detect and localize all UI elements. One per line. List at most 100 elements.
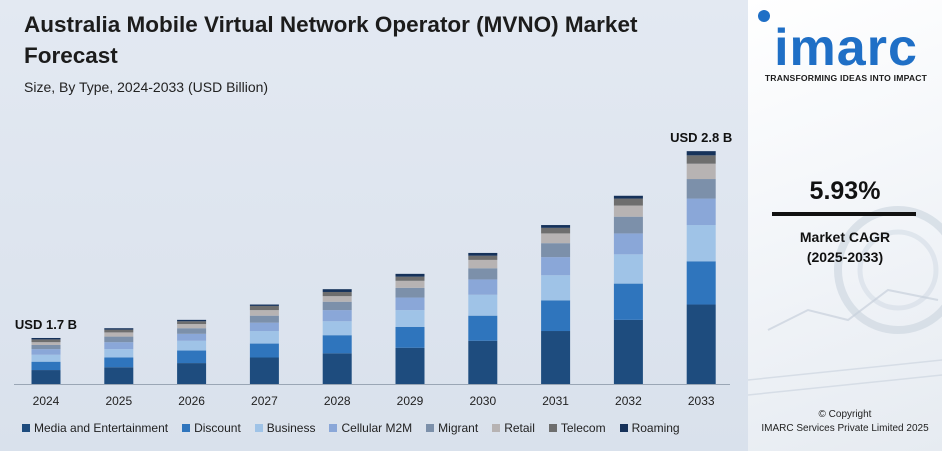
bar-segment	[104, 332, 134, 337]
legend-swatch	[22, 424, 30, 432]
legend-item: Media and Entertainment	[22, 421, 168, 435]
legend-swatch	[492, 424, 501, 432]
x-tick-label: 2029	[397, 394, 424, 408]
bar-segment	[177, 363, 207, 384]
bar-segment	[249, 322, 279, 332]
legend-label: Business	[266, 421, 316, 435]
copyright-line2: IMARC Services Private Limited 2025	[761, 423, 929, 434]
chart-title: Australia Mobile Virtual Network Operato…	[24, 12, 638, 68]
bar-segment	[395, 310, 425, 327]
legend-label: Roaming	[631, 421, 680, 435]
bar-segment	[468, 259, 498, 269]
bar-segment	[31, 354, 61, 362]
cagr-label-line2: (2025-2033)	[806, 249, 884, 265]
x-tick-label: 2025	[105, 394, 132, 408]
bar-segment	[541, 331, 571, 384]
logo-dot-icon	[758, 10, 770, 22]
bar-segment	[686, 198, 716, 226]
x-tick-label: 2030	[469, 394, 496, 408]
bar-segment	[468, 315, 498, 341]
bar-segment	[177, 340, 207, 351]
legend-item: Discount	[182, 421, 241, 435]
chart-panel: Australia Mobile Virtual Network Operato…	[0, 0, 748, 451]
bar-segment	[395, 276, 425, 281]
bar-segment	[686, 304, 716, 384]
bar-segment	[613, 283, 643, 320]
legend-label: Telecom	[560, 421, 606, 435]
legend-item: Retail	[492, 421, 535, 435]
bar-segment	[322, 321, 352, 336]
bar-segment	[468, 268, 498, 280]
legend-item: Telecom	[548, 421, 606, 435]
background-decoration	[748, 206, 942, 396]
bar-segment	[686, 225, 716, 262]
brand-panel: imarc TRANSFORMING IDEAS INTO IMPACT 5.9…	[748, 0, 942, 451]
bar-segment	[177, 324, 207, 329]
bar-segment	[468, 294, 498, 316]
bar-segment	[249, 305, 279, 311]
bar-segment	[31, 339, 61, 343]
legend-label: Media and Entertainment	[34, 421, 169, 435]
x-tick-label: 2024	[33, 394, 60, 408]
bar-segment	[468, 340, 498, 384]
bar-segment	[104, 367, 134, 384]
bar-segment	[613, 205, 643, 217]
bar-segment	[31, 337, 61, 340]
bar-segment	[613, 319, 643, 384]
x-tick-label: 2026	[178, 394, 205, 408]
bar-segment	[686, 261, 716, 305]
bar-segment	[177, 319, 207, 322]
cagr-label-line1: Market CAGR	[799, 229, 891, 245]
legend-swatch	[254, 424, 263, 432]
bar-segment	[395, 280, 425, 288]
bar-segment	[686, 163, 716, 180]
bar-segment	[104, 328, 134, 330]
legend-label: Cellular M2M	[341, 421, 413, 435]
bar-segment	[104, 329, 134, 333]
legend-item: Migrant	[426, 421, 478, 435]
bar-segment	[541, 300, 571, 332]
bar-segment	[613, 254, 643, 284]
copyright-line1: © Copyright	[818, 409, 872, 420]
bar-segment	[249, 310, 279, 316]
bar-segment	[31, 342, 61, 345]
bar-segment	[177, 328, 207, 334]
legend-swatch	[548, 424, 557, 432]
legend-item: Cellular M2M	[329, 421, 412, 435]
bar-segment	[541, 257, 571, 276]
legend-item: Business	[254, 421, 316, 435]
bar-segment	[322, 335, 352, 354]
bar-segment	[249, 331, 279, 344]
x-tick-label: 2028	[324, 394, 351, 408]
x-tick-label: 2027	[251, 394, 278, 408]
bar-segment	[249, 304, 279, 306]
bar-segment	[322, 353, 352, 384]
data-label: USD 2.8 B	[670, 130, 732, 145]
bar-segment	[541, 243, 571, 258]
bar-segment	[249, 357, 279, 384]
bar-segment	[395, 287, 425, 298]
chart-legend: Media and Entertainment Discount Business C…	[22, 421, 748, 435]
bar-segment	[104, 342, 134, 350]
chart-subtitle: Size, By Type, 2024-2033 (USD Billion)	[24, 79, 269, 95]
bar-segment	[686, 151, 716, 156]
bar-segment	[541, 275, 571, 301]
bar-segment	[613, 195, 643, 199]
bar-segment	[177, 321, 207, 325]
legend-label: Discount	[194, 421, 241, 435]
bar-segment	[613, 198, 643, 206]
bar-segment	[541, 225, 571, 228]
imarc-logo: imarc	[774, 19, 918, 77]
bar-segment	[395, 297, 425, 311]
bar-segment	[249, 343, 279, 358]
bar-segment	[468, 252, 498, 256]
cagr-value: 5.93%	[809, 177, 881, 205]
data-label: USD 1.7 B	[15, 317, 77, 332]
stacked-bar-chart: 2024 USD 1.7 B 2025 2026 2027 2028 2029 2030 203…	[14, 130, 732, 408]
legend-label: Migrant	[438, 421, 479, 435]
bar-segment	[395, 347, 425, 384]
bar-segment	[322, 289, 352, 292]
bar-segment	[104, 349, 134, 358]
legend-swatch	[329, 424, 338, 432]
bar-segment	[613, 216, 643, 234]
